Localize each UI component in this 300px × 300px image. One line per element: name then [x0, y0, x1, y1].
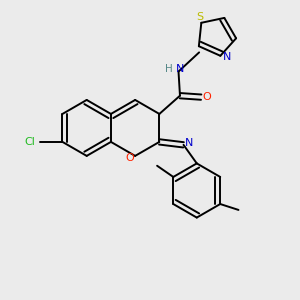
Text: N: N	[176, 64, 184, 74]
Text: H: H	[165, 64, 173, 74]
Text: O: O	[203, 92, 212, 102]
Text: O: O	[125, 153, 134, 163]
Text: Cl: Cl	[24, 137, 35, 147]
Text: N: N	[223, 52, 231, 62]
Text: N: N	[184, 138, 193, 148]
Text: S: S	[196, 13, 203, 22]
